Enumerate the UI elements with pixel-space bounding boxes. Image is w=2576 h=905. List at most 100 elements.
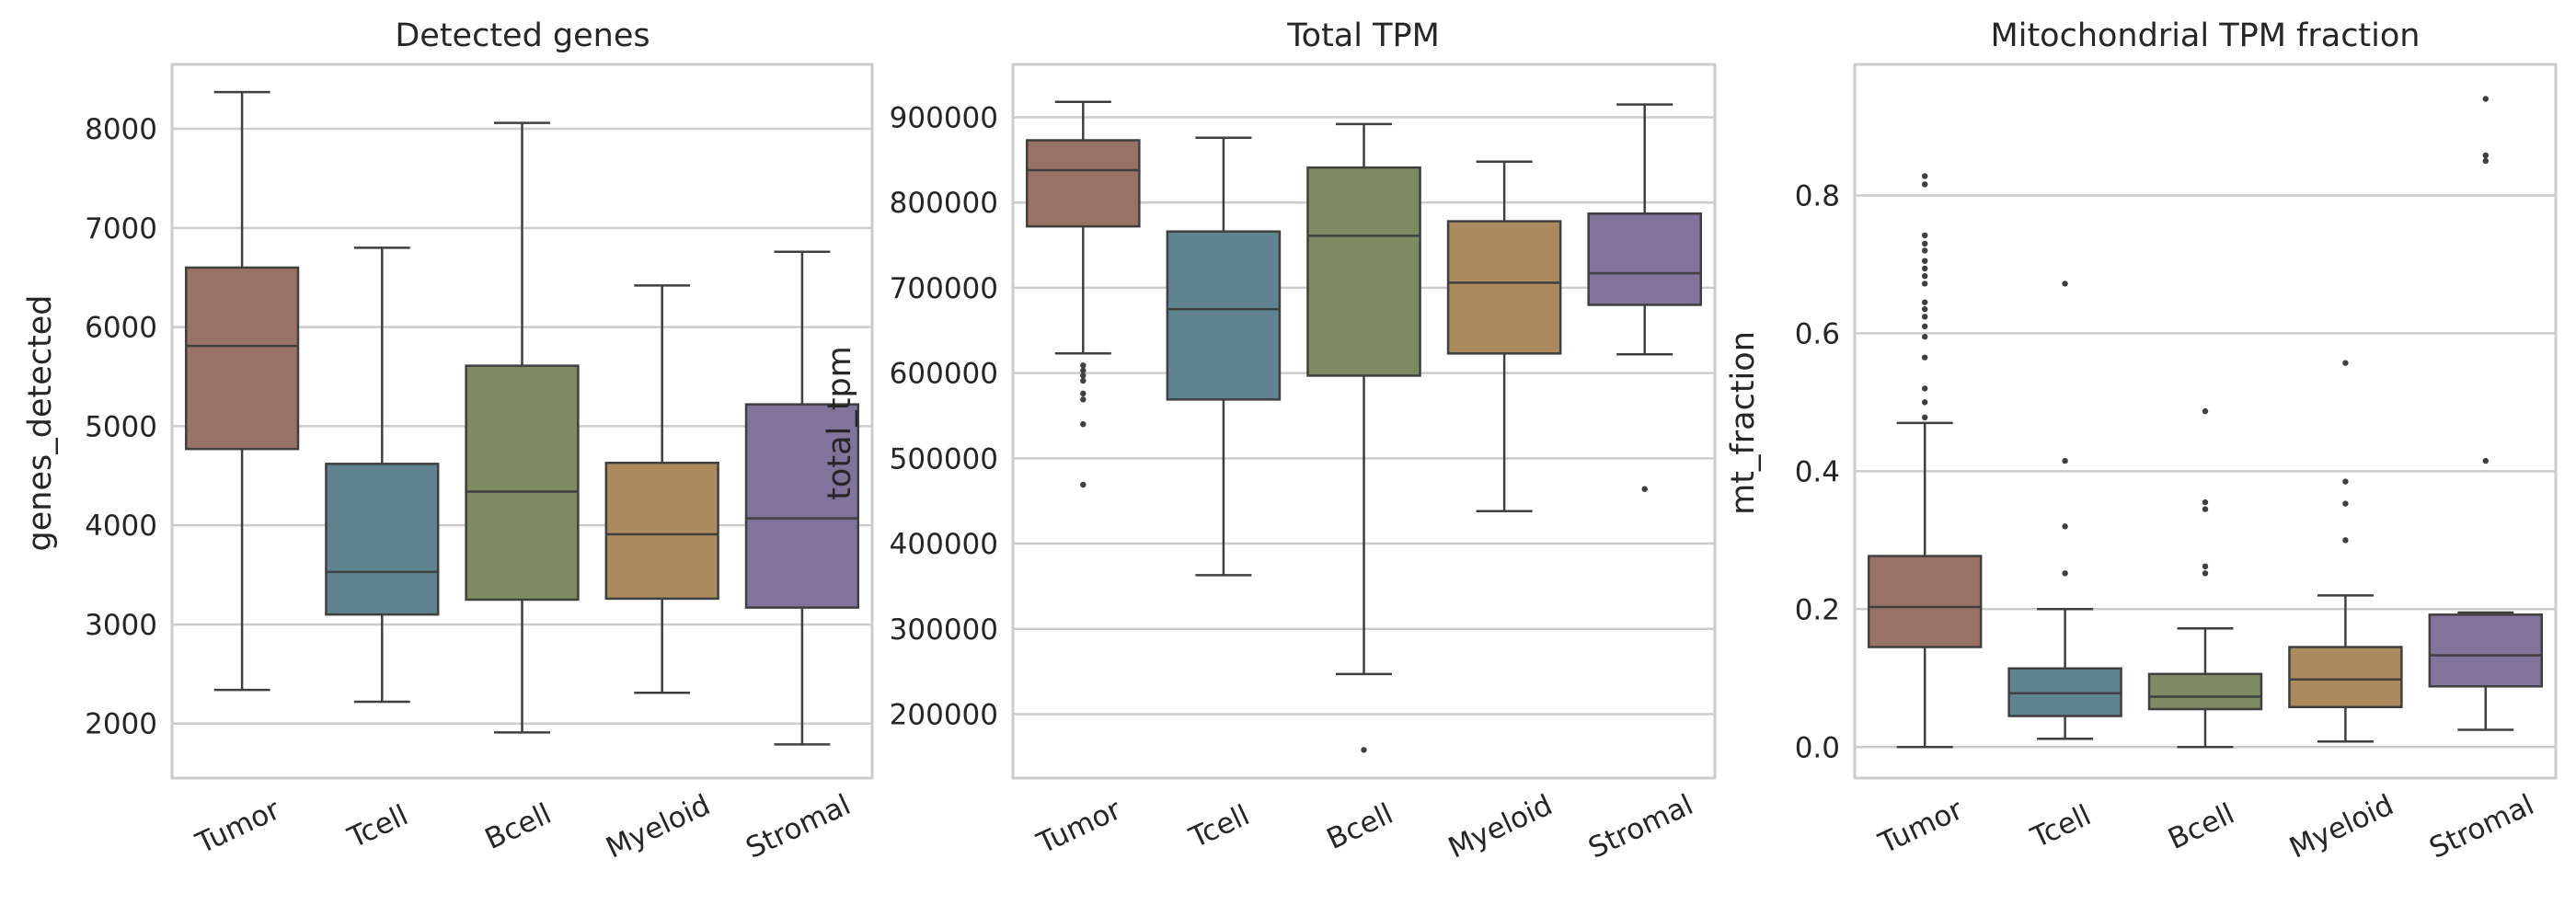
outlier-point [1080, 481, 1087, 488]
box-bcell [465, 121, 580, 734]
x-tick-label: Stromal [2424, 788, 2539, 865]
axes-frame [170, 63, 874, 780]
iqr-box [604, 462, 719, 601]
outlier-point [2482, 96, 2489, 102]
outlier-point [2482, 457, 2489, 464]
y-tick-label: 0.0 [1795, 731, 1840, 764]
x-tick-label: Tumor [1873, 793, 1968, 861]
chart-title: Mitochondrial TPM fraction [1991, 17, 2421, 54]
chart-mitochondrial-tpm-fraction: Mitochondrial TPM fraction mt_fraction 0… [1725, 17, 2558, 865]
outlier-point [1922, 314, 1928, 320]
outlier-point [1922, 258, 1928, 264]
outlier-point [2482, 152, 2489, 159]
chart-title: Total TPM [1286, 17, 1440, 54]
outlier-point [1922, 305, 1928, 313]
outlier-point [1922, 414, 1928, 421]
outlier-point [1641, 486, 1648, 492]
outlier-point [2342, 478, 2349, 485]
box-stromal [1587, 103, 1702, 492]
iqr-box [1166, 230, 1282, 401]
outlier-point [1922, 385, 1928, 392]
box-myeloid [2288, 360, 2403, 743]
outlier-point [2342, 360, 2349, 366]
y-tick-label: 8000 [85, 113, 157, 146]
x-tick-label: Tcell [2025, 798, 2096, 854]
y-axis-label: total_tpm [822, 346, 858, 500]
chart-title: Detected genes [395, 17, 650, 54]
outlier-point [1922, 272, 1928, 280]
y-tick-label: 300000 [890, 613, 998, 647]
outlier-point [1922, 281, 1928, 287]
box-stromal [744, 250, 860, 746]
y-tick-label: 400000 [890, 528, 998, 561]
iqr-box [2428, 613, 2544, 688]
outlier-point [2202, 570, 2209, 577]
outlier-point [1922, 265, 1928, 272]
outlier-point [2202, 498, 2209, 506]
box-tcell [2007, 281, 2122, 740]
outlier-point [2062, 457, 2068, 464]
x-tick-label: Tcell [1184, 798, 1255, 854]
box-bcell [2147, 407, 2263, 749]
box-tumor [1867, 173, 1983, 749]
iqr-box [744, 403, 860, 609]
x-tick-label: Myeloid [1443, 788, 1558, 865]
y-tick-label: 600000 [890, 358, 998, 391]
y-tick-label: 0.4 [1795, 455, 1840, 488]
y-tick-label: 5000 [85, 410, 157, 443]
outlier-point [1080, 396, 1087, 403]
outlier-point [1080, 377, 1087, 384]
x-tick-label: Stromal [741, 788, 856, 865]
outlier-point [2482, 157, 2489, 165]
y-tick-label: 800000 [890, 187, 998, 220]
plot-area: 0.0 0.2 0.4 0.6 0.8 Tumor Tcell Bcell Myeloid Str… [1795, 63, 2558, 865]
iqr-box [1587, 212, 1702, 306]
outlier-point [1080, 372, 1087, 379]
outlier-point [1922, 247, 1928, 254]
box-tumor [184, 90, 300, 692]
outlier-point [2342, 500, 2349, 507]
outlier-point [1922, 323, 1928, 330]
y-tick-label: 0.6 [1795, 317, 1840, 350]
box-myeloid [604, 284, 719, 694]
outlier-point [1922, 399, 1928, 406]
box-tcell [1166, 136, 1282, 577]
axes-frame [1011, 63, 1717, 780]
box-bcell [1306, 122, 1421, 753]
x-tick-label: Bcell [1322, 797, 1398, 856]
outlier-point [1080, 362, 1087, 369]
y-tick-label: 700000 [890, 272, 998, 305]
outlier-point [1922, 181, 1928, 188]
outlier-point [1922, 232, 1928, 239]
outlier-point [2062, 281, 2068, 287]
x-tick-label: Myeloid [601, 788, 715, 865]
iqr-box [465, 364, 580, 601]
box-tumor [1026, 100, 1141, 488]
y-tick-label: 2000 [85, 708, 157, 741]
box-tcell [325, 246, 440, 704]
y-tick-label: 7000 [85, 212, 157, 246]
x-tick-label: Tumor [190, 793, 285, 861]
iqr-box [2288, 646, 2403, 709]
outlier-point [2202, 506, 2209, 512]
iqr-box [1867, 555, 1983, 648]
outlier-point [1361, 747, 1367, 753]
outlier-point [2062, 523, 2068, 530]
axes-frame [1853, 63, 2558, 780]
y-tick-label: 900000 [890, 101, 998, 134]
y-tick-label: 0.8 [1795, 179, 1840, 212]
y-tick-label: 4000 [85, 510, 157, 543]
x-tick-label: Bcell [480, 797, 557, 856]
iqr-box [325, 463, 440, 616]
box-myeloid [1446, 160, 1562, 513]
outlier-point [2202, 407, 2209, 415]
y-tick-label: 3000 [85, 609, 157, 642]
box-stromal [2428, 96, 2544, 731]
iqr-box [1306, 166, 1421, 377]
outlier-point [1922, 240, 1928, 247]
outlier-point [1922, 173, 1928, 179]
x-tick-label: Stromal [1583, 788, 1698, 865]
iqr-box [184, 266, 300, 451]
iqr-box [1026, 139, 1141, 228]
outlier-point [2062, 570, 2068, 577]
